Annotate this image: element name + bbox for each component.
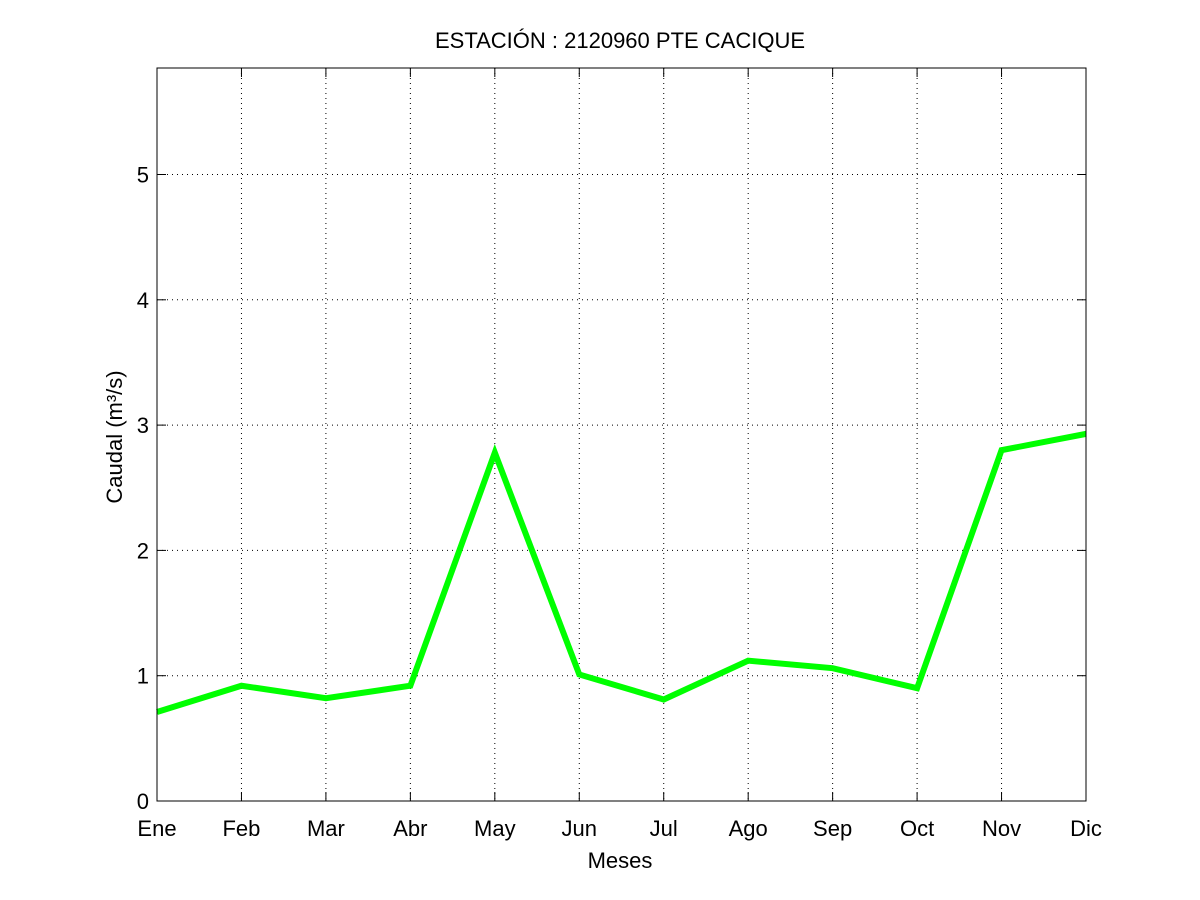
y-tick-label: 2 — [137, 538, 149, 563]
y-axis-label: Caudal (m³/s) — [102, 370, 127, 503]
chart-title: ESTACIÓN : 2120960 PTE CACIQUE — [435, 28, 805, 53]
x-tick-label: Oct — [900, 816, 934, 841]
x-tick-label: Dic — [1070, 816, 1102, 841]
series-layer — [156, 430, 1087, 715]
x-tick-label: Ago — [729, 816, 768, 841]
x-tick-label: Sep — [813, 816, 852, 841]
series-line — [156, 430, 1087, 715]
axis-ticks — [156, 68, 1087, 802]
x-tick-label: Jul — [650, 816, 678, 841]
x-tick-label: Feb — [222, 816, 260, 841]
y-tick-label: 1 — [137, 664, 149, 689]
x-tick-label: Abr — [393, 816, 427, 841]
y-tick-label: 4 — [137, 288, 149, 313]
plot-area-frame — [156, 67, 1087, 802]
x-tick-label: Mar — [307, 816, 345, 841]
x-tick-label: Nov — [982, 816, 1021, 841]
y-axis-tick-labels: 0 1 2 3 4 5 — [137, 163, 149, 814]
x-tick-label: Jun — [562, 816, 597, 841]
x-tick-label: May — [474, 816, 516, 841]
y-tick-label: 5 — [137, 163, 149, 188]
x-axis-label: Meses — [588, 848, 653, 873]
y-tick-label: 0 — [137, 789, 149, 814]
y-tick-label: 3 — [137, 413, 149, 438]
x-tick-label: Ene — [137, 816, 176, 841]
x-axis-tick-labels: Ene Feb Mar Abr May Jun Jul Ago Sep Oct Nov Dic — [137, 816, 1101, 841]
